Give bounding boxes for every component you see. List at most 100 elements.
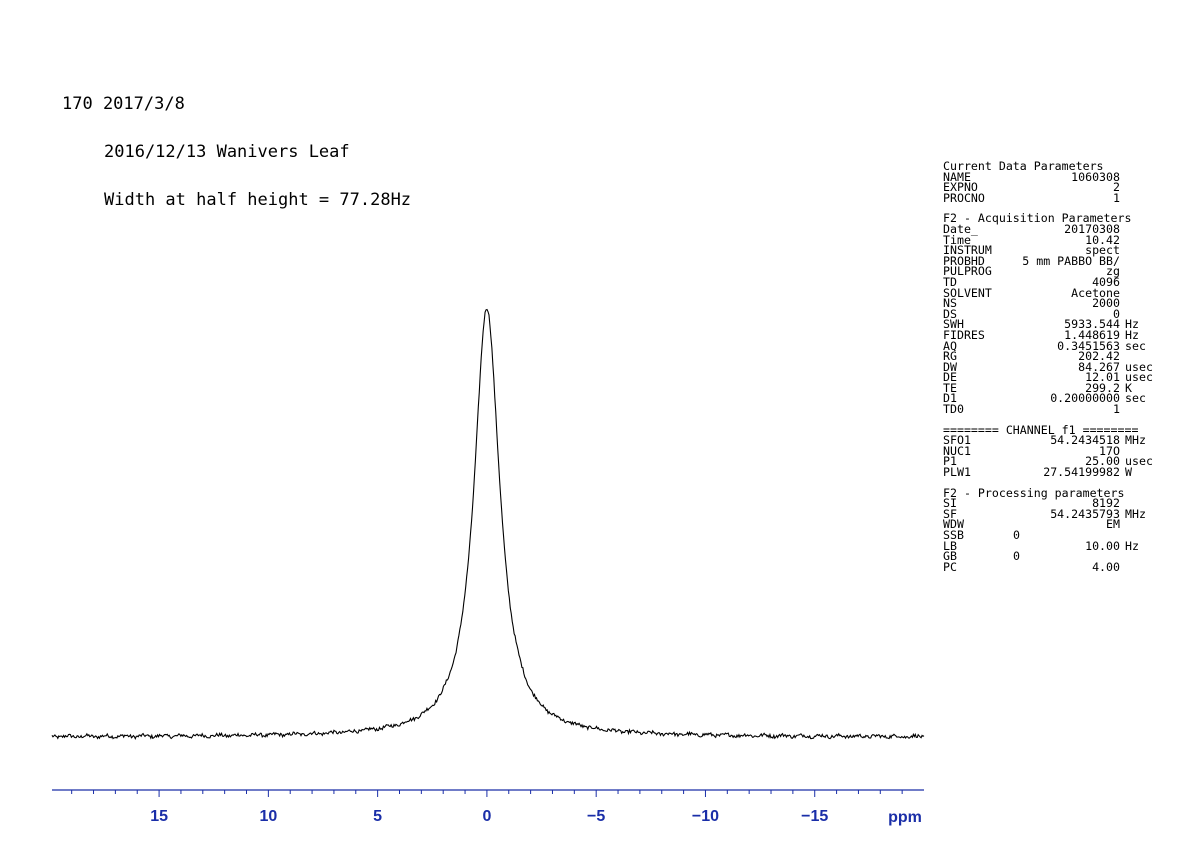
parameter-value: 1: [1113, 190, 1120, 205]
parameter-section: ======== CHANNEL f1 ======== SFO1 54.24345…: [943, 422, 1158, 480]
parameter-name: EXPNO: [943, 180, 978, 195]
tick-label: −5: [587, 808, 605, 825]
parameter-row: INSTRUM spect: [943, 245, 1158, 256]
parameter-row: DW 84.267 usec: [943, 359, 1158, 374]
parameter-unit: sec: [1125, 391, 1146, 406]
parameter-section: F2 - Acquisition Parameters Date_ 20170308…: [943, 211, 1158, 417]
parameter-value: 5 mm PABBO BB/: [1022, 253, 1120, 268]
parameter-row: TE 299.2 K: [943, 380, 1158, 395]
parameter-value: 54.2434518: [1050, 433, 1120, 448]
parameter-row: GB 0: [943, 551, 1158, 562]
spectrum-header: 170 2017/3/8 2016/12/13 Wanivers Leaf Wi…: [62, 64, 411, 224]
tick-label: 10: [259, 808, 277, 825]
parameter-row: PC 4.00: [943, 559, 1158, 574]
parameter-name: PULPROG: [943, 264, 992, 279]
spectrum-trace: [51, 308, 925, 740]
parameter-unit: usec: [1125, 370, 1153, 385]
parameter-row: NS 2000: [943, 298, 1158, 309]
parameter-value: 12.01: [1085, 370, 1120, 385]
parameter-row: PLW1 27.54199982 W: [943, 465, 1158, 480]
parameter-row: DS 0: [943, 306, 1158, 321]
parameter-row: WDW EM: [943, 519, 1158, 530]
parameter-value: 17O: [1099, 443, 1120, 458]
parameter-value: 202.42: [1078, 349, 1120, 364]
parameter-name: PROBHD: [943, 253, 985, 268]
parameter-value: 54.2435793: [1050, 506, 1120, 521]
parameter-name: P1: [943, 454, 957, 469]
parameter-name: Date_: [943, 221, 978, 236]
parameter-unit: MHz: [1125, 433, 1146, 448]
parameter-name: DW: [943, 359, 957, 374]
header-line-1: 170 2017/3/8: [62, 94, 185, 114]
parameter-unit: usec: [1125, 454, 1153, 469]
parameter-row: NUC1 17O: [943, 443, 1158, 458]
parameter-row: RG 202.42: [943, 351, 1158, 362]
parameter-row: LB 10.00 Hz: [943, 538, 1158, 553]
parameter-value: zg: [1106, 264, 1120, 279]
parameter-row: SSB 0: [943, 528, 1158, 542]
parameter-value: spect: [1085, 243, 1120, 258]
parameter-name: TD0: [943, 402, 964, 417]
parameter-name: RG: [943, 349, 957, 364]
parameter-value: 0.20000000: [1050, 391, 1120, 406]
parameter-unit: W: [1125, 465, 1132, 480]
tick-label: −15: [801, 808, 828, 825]
parameter-value: Acetone: [1071, 285, 1120, 300]
parameter-unit: sec: [1125, 338, 1146, 353]
tick-label: 15: [150, 808, 168, 825]
parameter-section: F2 - Processing parameters SI 8192 SF 54.243…: [943, 485, 1158, 574]
parameter-section-title: F2 - Processing parameters: [943, 485, 1125, 500]
parameter-value: 2: [1113, 180, 1120, 195]
parameter-unit: Hz: [1125, 327, 1139, 342]
parameter-row: PROCNO 1: [943, 190, 1158, 205]
parameter-row: P1 25.00 usec: [943, 456, 1158, 467]
parameter-row: SWH 5933.544 Hz: [943, 319, 1158, 330]
parameter-name: NS: [943, 296, 957, 311]
parameter-name: PC: [943, 559, 957, 574]
parameter-section-title: ======== CHANNEL f1 ========: [943, 422, 1139, 437]
parameter-value: 299.2: [1085, 380, 1120, 395]
parameter-unit: Hz: [1125, 317, 1139, 332]
parameter-row: SI 8192: [943, 498, 1158, 509]
header-line-2: 2016/12/13 Wanivers Leaf: [104, 142, 350, 162]
parameter-name: NUC1: [943, 443, 971, 458]
x-axis-label: ppm: [888, 809, 922, 826]
parameter-name: DS: [943, 306, 957, 321]
parameter-value: 0: [1013, 549, 1020, 564]
header-line-3: Width at half height = 77.28Hz: [104, 190, 412, 210]
parameter-unit: Hz: [1125, 538, 1139, 553]
parameter-row: D1 0.20000000 sec: [943, 393, 1158, 404]
parameter-value: 5933.544: [1064, 317, 1120, 332]
parameter-unit: MHz: [1125, 506, 1146, 521]
parameter-value: 10.42: [1085, 232, 1120, 247]
parameter-row: SF 54.2435793 MHz: [943, 506, 1158, 521]
parameter-name: INSTRUM: [943, 243, 992, 258]
parameter-value: 0.3451563: [1057, 338, 1120, 353]
parameter-row: Time 10.42: [943, 232, 1158, 247]
parameter-name: PLW1: [943, 465, 971, 480]
parameter-value: 4.00: [1092, 559, 1120, 574]
parameter-value: 2000: [1092, 296, 1120, 311]
parameter-value: 27.54199982: [1043, 465, 1120, 480]
parameter-value: 0: [1013, 528, 1020, 542]
parameter-name: FIDRES: [943, 327, 985, 342]
parameter-unit: K: [1125, 380, 1132, 395]
parameter-section-title: F2 - Acquisition Parameters: [943, 211, 1132, 226]
parameter-row: PULPROG zg: [943, 266, 1158, 277]
parameter-row: TD 4096: [943, 276, 1158, 288]
x-axis-tick-labels: 15 10 5 0 −5 −10 −15: [150, 808, 828, 825]
parameter-row: PROBHD 5 mm PABBO BB/: [943, 253, 1158, 268]
parameter-name: D1: [943, 391, 957, 406]
parameter-value: 1: [1113, 402, 1120, 417]
parameter-name: GB: [943, 549, 957, 564]
parameter-name: DE: [943, 370, 957, 385]
parameter-section: Current Data Parameters NAME 1060308 EXPNO 2…: [943, 159, 1158, 205]
parameter-value: 25.00: [1085, 454, 1120, 469]
parameter-section-title: Current Data Parameters: [943, 159, 1104, 173]
parameter-value: 1.448619: [1064, 327, 1120, 342]
parameter-value: EM: [1106, 517, 1120, 532]
parameter-row: SFO1 54.2434518 MHz: [943, 435, 1158, 446]
parameter-row: DE 12.01 usec: [943, 372, 1158, 383]
parameter-value: 10.00: [1085, 538, 1120, 553]
parameter-row: EXPNO 2: [943, 182, 1158, 193]
